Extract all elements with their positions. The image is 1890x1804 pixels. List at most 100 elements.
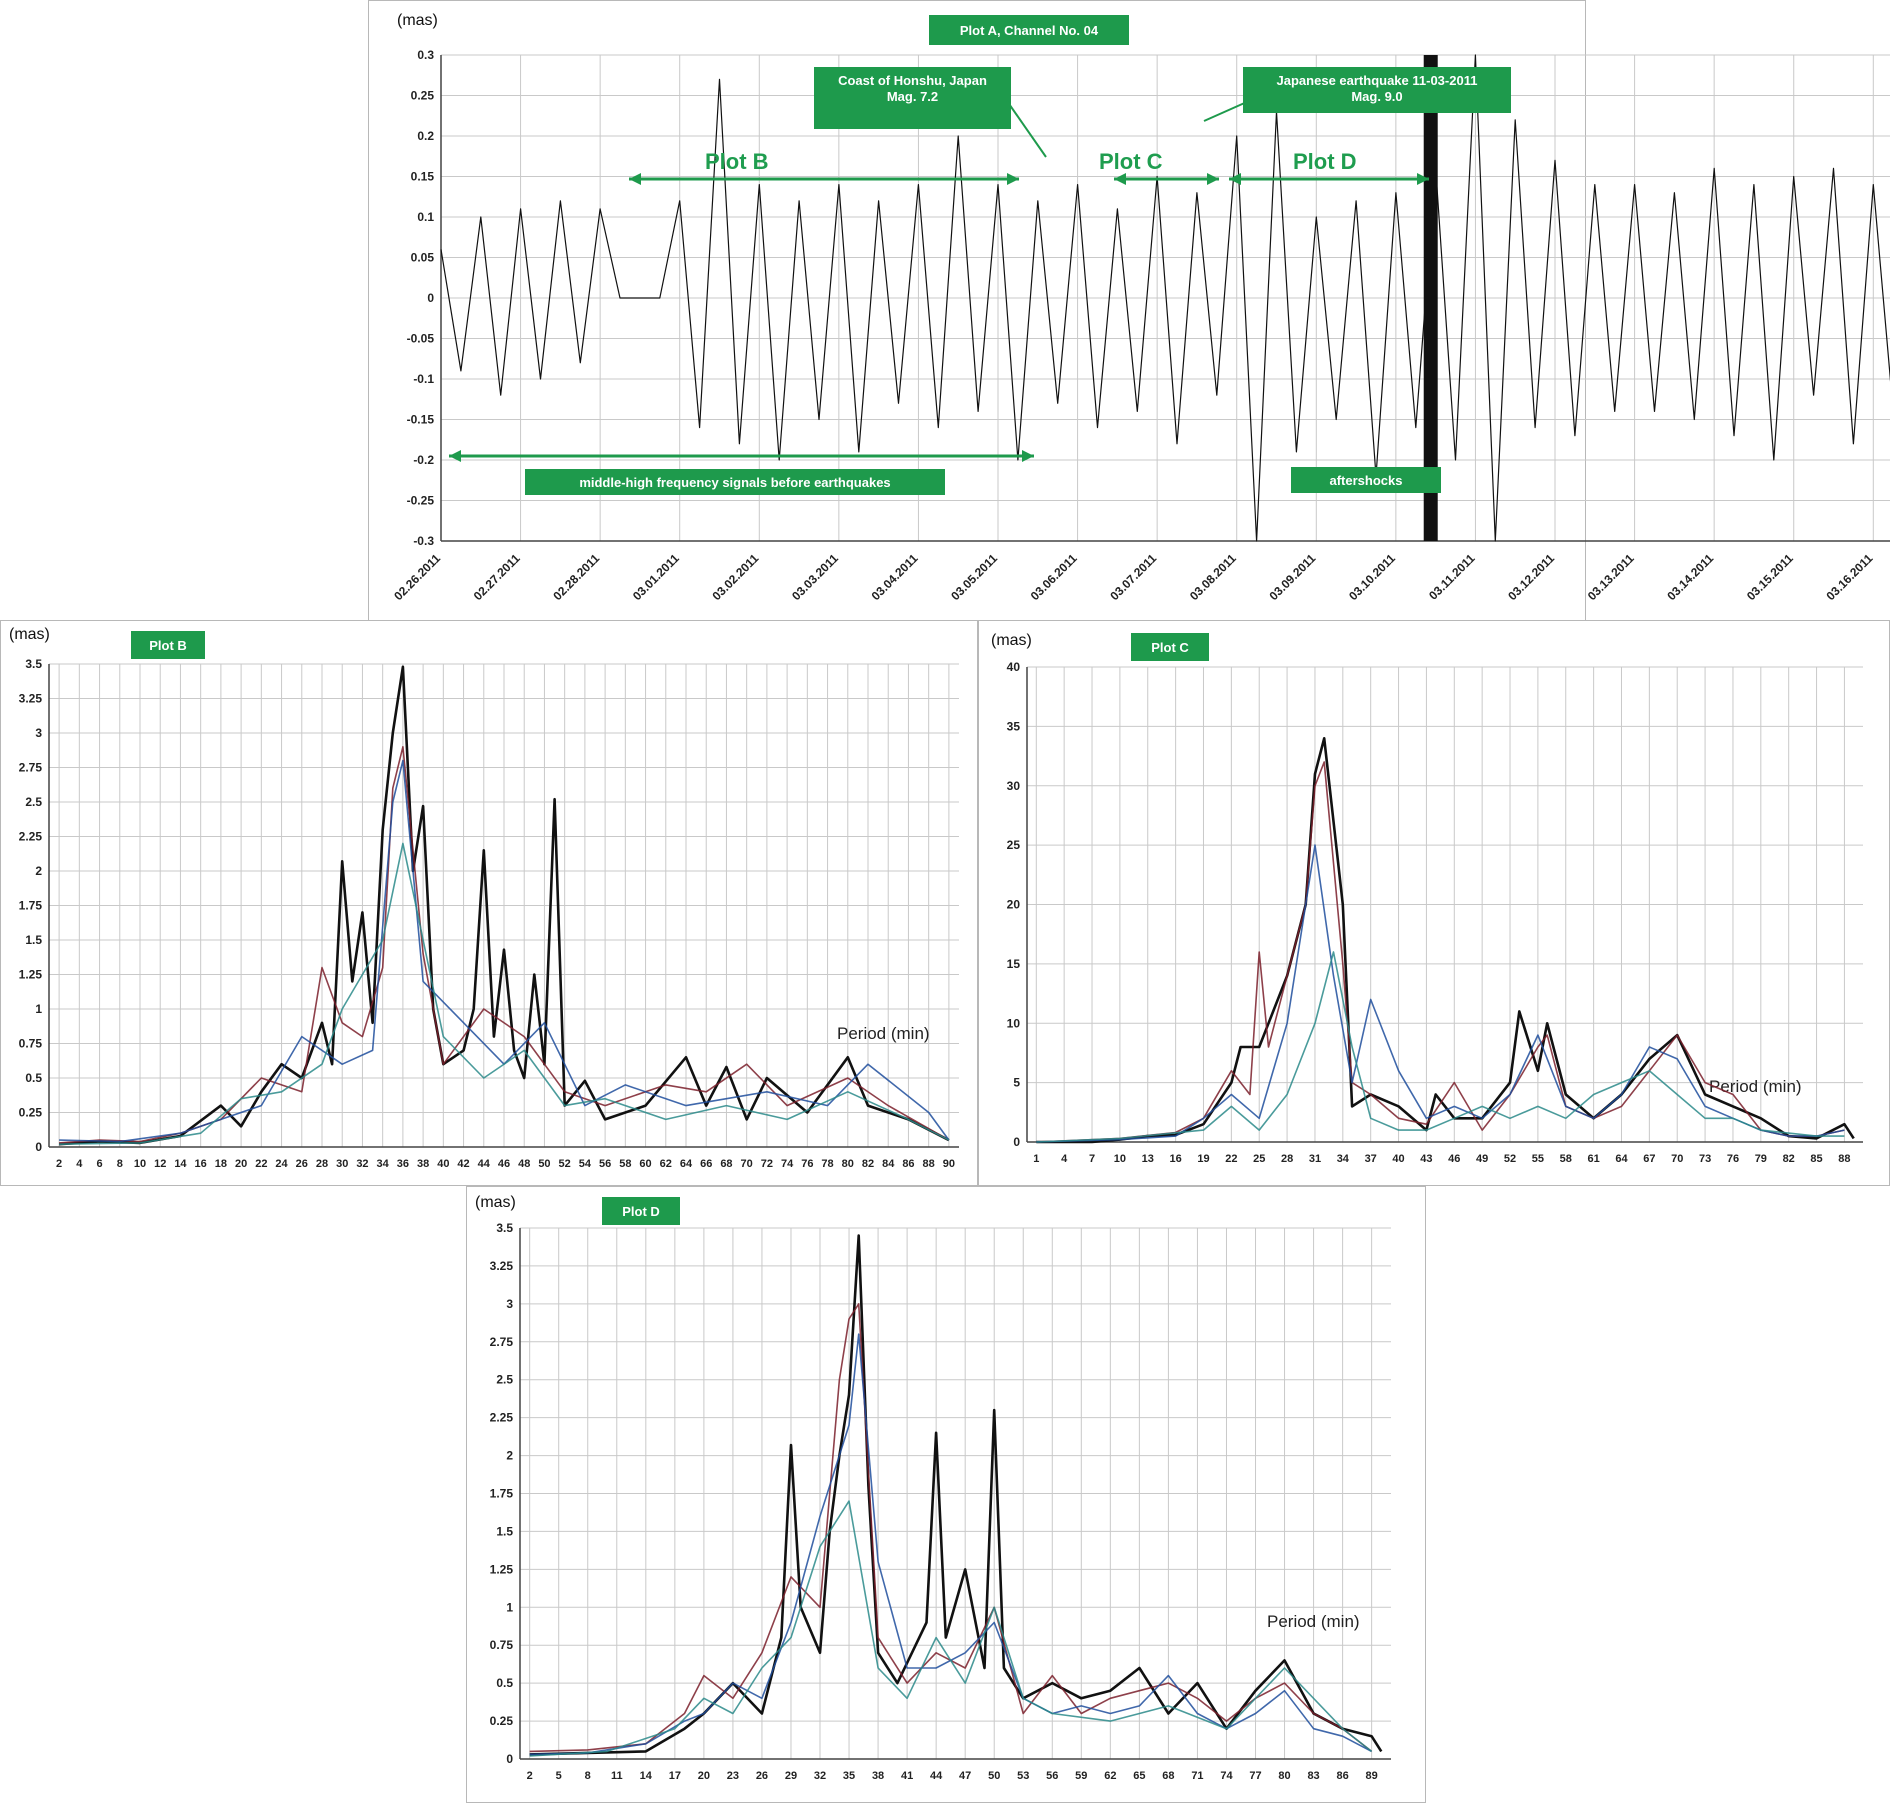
series-line-2 <box>59 746 950 1144</box>
plot-b-panel: 3.5 3.25 3 2.75 2.5 2.25 2 1.75 1.5 1.25 1 0.75 0.5 0… <box>0 620 978 1186</box>
y-tick-label: 0.5 <box>496 1676 513 1690</box>
x-axis-label: Period (min) <box>837 1024 930 1043</box>
x-tick-label: 03.12.2011 <box>1505 551 1557 603</box>
x-tick-label: 76 <box>801 1158 813 1170</box>
series-line-1 <box>1036 737 1855 1144</box>
x-tick-label: 74 <box>1220 1770 1233 1782</box>
honshu-annotation-text: Coast of Honshu, Japan <box>838 73 987 88</box>
plot-b-range-arrow-head-right <box>1007 173 1019 185</box>
x-tick-label: 38 <box>872 1770 884 1782</box>
plot-c-chart: 40 35 30 25 20 15 10 5 0 1 4 7 10 13 16 19 22 25 28 31 34 37 4… <box>991 632 1863 1165</box>
x-tick-label: 17 <box>669 1770 681 1782</box>
x-tick-label: 03.11.2011 <box>1426 551 1478 603</box>
series-line-2 <box>529 1303 1373 1753</box>
japan-quake-annotation-box <box>1243 67 1511 113</box>
x-tick-label: 16 <box>195 1158 207 1170</box>
x-tick-label: 03.01.2011 <box>630 551 682 603</box>
x-tick-label: 46 <box>1448 1153 1460 1165</box>
plot-title-box <box>1131 633 1209 661</box>
y-tick-label: 0 <box>427 291 434 305</box>
plot-b-range-label: Plot B <box>705 149 769 174</box>
x-tick-label: 46 <box>498 1158 510 1170</box>
x-tick-label: 26 <box>296 1158 308 1170</box>
x-tick-label: 31 <box>1309 1153 1321 1165</box>
mainshock-spike <box>1423 55 1438 541</box>
y-tick-label: 2 <box>35 864 42 878</box>
x-tick-label: 50 <box>538 1158 550 1170</box>
y-tick-label: 40 <box>1007 660 1021 674</box>
x-tick-label: 80 <box>1278 1770 1290 1782</box>
x-tick-label: 12 <box>154 1158 166 1170</box>
y-tick-label: 0.15 <box>411 170 435 184</box>
pre-earthquake-label-text: middle-high frequency signals before ear… <box>579 475 890 490</box>
x-tick-label: 89 <box>1366 1770 1378 1782</box>
honshu-annotation-box <box>814 67 1011 129</box>
x-tick-label: 22 <box>1225 1153 1237 1165</box>
x-tick-label: 02.28.2011 <box>550 551 602 603</box>
x-tick-label: 55 <box>1532 1153 1544 1165</box>
y-tick-label: 30 <box>1007 779 1021 793</box>
honshu-pointer <box>1006 100 1047 158</box>
series-line-4 <box>1036 951 1845 1143</box>
x-tick-label: 54 <box>579 1158 592 1170</box>
plot-title-box <box>929 15 1129 45</box>
x-tick-label: 2 <box>527 1770 533 1782</box>
x-tick-label: 35 <box>843 1770 855 1782</box>
series-line-4 <box>59 842 950 1145</box>
y-tick-label: 20 <box>1007 898 1021 912</box>
x-tick-label: 10 <box>134 1158 146 1170</box>
x-tick-label: 03.05.2011 <box>948 551 1000 603</box>
x-tick-label: 03.03.2011 <box>789 551 841 603</box>
x-tick-label: 2 <box>56 1158 62 1170</box>
y-axis-unit-label: (mas) <box>475 1194 516 1211</box>
y-tick-label: -0.1 <box>413 372 434 386</box>
x-tick-label: 62 <box>1104 1770 1116 1782</box>
x-tick-label: 4 <box>1061 1153 1068 1165</box>
y-tick-label: -0.05 <box>407 332 435 346</box>
x-tick-label: 8 <box>585 1770 591 1782</box>
y-tick-label: -0.3 <box>413 534 434 548</box>
y-tick-label: 2.25 <box>19 830 43 844</box>
plot-title: Plot B <box>149 638 187 653</box>
x-tick-label: 26 <box>756 1770 768 1782</box>
y-tick-label: 0.25 <box>19 1106 43 1120</box>
plot-b-chart: 3.5 3.25 3 2.75 2.5 2.25 2 1.75 1.5 1.25 1 0.75 0.5 0… <box>9 626 959 1170</box>
aftershocks-label-text: aftershocks <box>1330 473 1403 488</box>
x-tick-label: 14 <box>174 1158 187 1170</box>
x-tick-label: 77 <box>1249 1770 1261 1782</box>
pre-earthquake-range-arrow-head-left <box>449 450 461 462</box>
x-axis-label: Period (min) <box>1709 1077 1802 1096</box>
y-tick-label: 0.3 <box>417 48 434 62</box>
x-tick-label: 56 <box>1046 1770 1058 1782</box>
y-tick-label: 0.2 <box>417 129 434 143</box>
plot-d-range-arrow-head-left <box>1229 173 1241 185</box>
y-tick-label: 2.75 <box>19 761 43 775</box>
x-tick-label: 03.02.2011 <box>710 551 762 603</box>
x-tick-label: 03.08.2011 <box>1187 551 1239 603</box>
x-tick-label: 52 <box>559 1158 571 1170</box>
plot-c-range-label: Plot C <box>1099 149 1163 174</box>
x-tick-label: 1 <box>1033 1153 1039 1165</box>
x-tick-label: 10 <box>1114 1153 1126 1165</box>
y-tick-label: 10 <box>1007 1016 1021 1030</box>
series-line-2 <box>1036 761 1845 1143</box>
y-tick-label: 0.75 <box>19 1037 43 1051</box>
x-tick-label: 58 <box>619 1158 631 1170</box>
y-tick-label: 0.75 <box>490 1638 514 1652</box>
x-tick-label: 5 <box>556 1770 562 1782</box>
y-axis-unit-label: (mas) <box>991 632 1032 649</box>
y-tick-label: 35 <box>1007 719 1021 733</box>
x-tick-label: 79 <box>1755 1153 1767 1165</box>
pre-earthquake-label-box <box>525 469 945 495</box>
x-tick-label: 38 <box>417 1158 429 1170</box>
x-tick-label: 90 <box>943 1158 955 1170</box>
x-tick-label: 03.16.2011 <box>1824 551 1876 603</box>
x-tick-label: 86 <box>902 1158 914 1170</box>
x-tick-label: 7 <box>1089 1153 1095 1165</box>
x-tick-label: 68 <box>1162 1770 1174 1782</box>
x-tick-label: 02.26.2011 <box>391 551 443 603</box>
x-tick-label: 71 <box>1191 1770 1203 1782</box>
x-tick-label: 48 <box>518 1158 530 1170</box>
x-tick-label: 83 <box>1307 1770 1319 1782</box>
x-tick-label: 36 <box>397 1158 409 1170</box>
